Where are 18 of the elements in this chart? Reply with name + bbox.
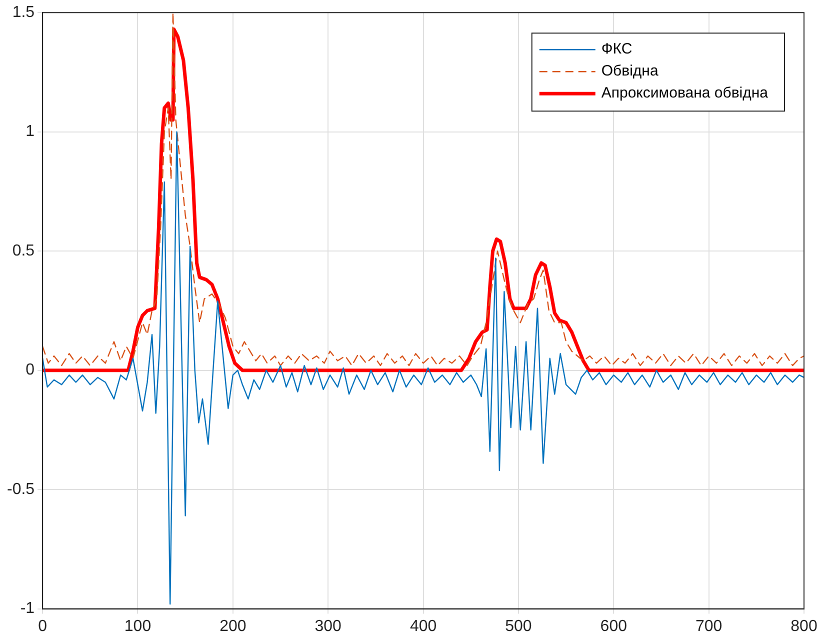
x-tick-label: 600 bbox=[600, 618, 628, 635]
legend-label: ФКС bbox=[601, 40, 632, 58]
legend-label: Апроксимована обвідна bbox=[601, 84, 769, 102]
y-tick-label: 0.5 bbox=[12, 242, 35, 260]
y-tick-label: 0 bbox=[26, 362, 35, 379]
y-tick-label: -0.5 bbox=[6, 480, 35, 498]
x-tick-label: 200 bbox=[220, 618, 246, 635]
x-tick-label: 700 bbox=[695, 618, 722, 635]
y-tick-label: -1 bbox=[20, 600, 35, 618]
y-tick-label: 1.5 bbox=[12, 4, 35, 22]
x-tick-label: 300 bbox=[314, 618, 342, 635]
x-tick-label: 100 bbox=[124, 618, 152, 635]
x-tick-label: 500 bbox=[505, 618, 532, 635]
x-tick-label: 800 bbox=[790, 618, 818, 635]
legend-label: Обвідна bbox=[601, 62, 659, 80]
y-tick-label: 1 bbox=[26, 123, 35, 140]
x-tick-label: 400 bbox=[410, 618, 437, 635]
x-tick-label: 0 bbox=[38, 618, 48, 635]
